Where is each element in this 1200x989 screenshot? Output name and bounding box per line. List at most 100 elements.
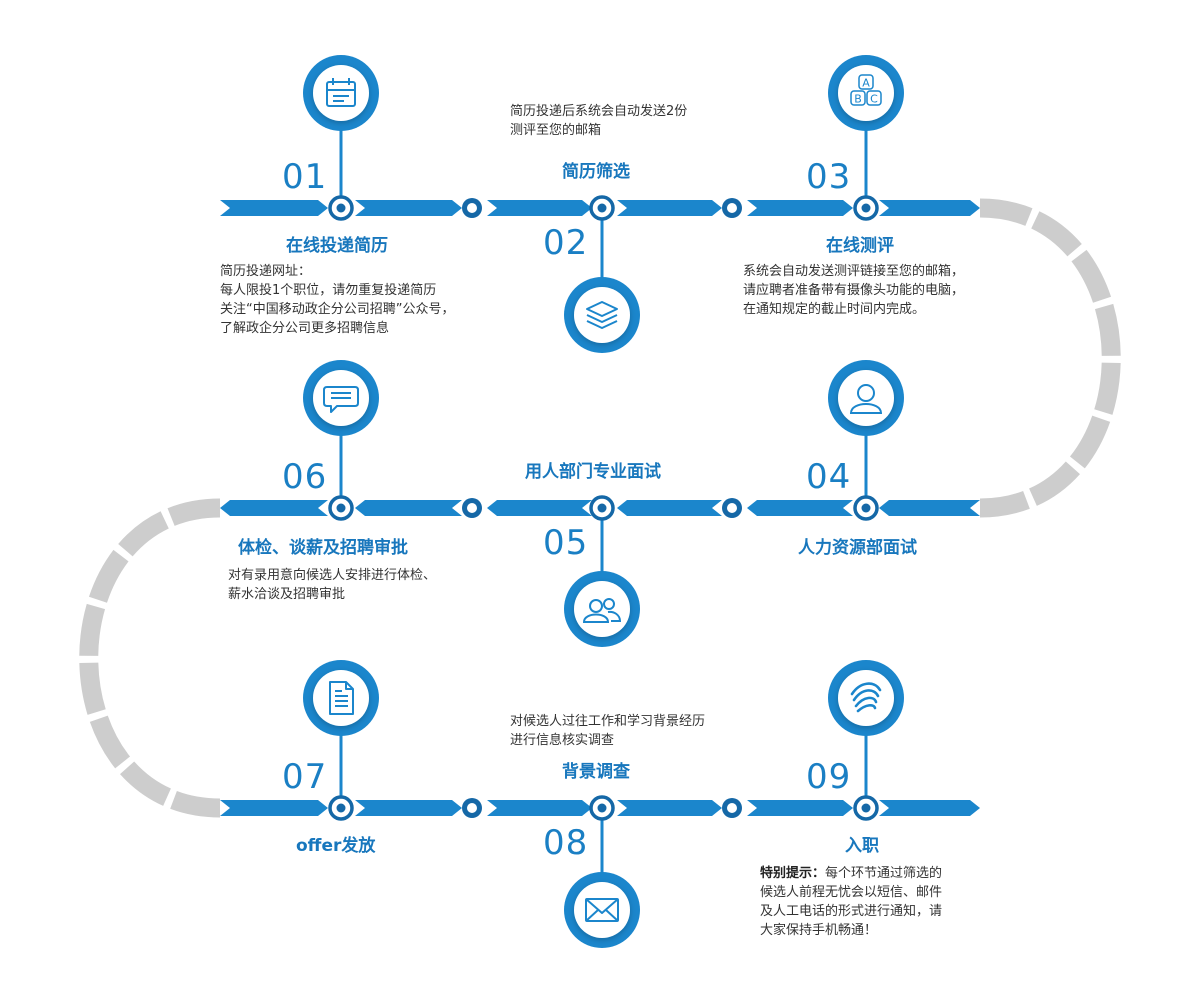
flow-row-1: [220, 200, 980, 216]
abc-icon-letter-a: A: [862, 77, 870, 90]
special-note-line: 大家保持手机畅通！: [760, 923, 878, 938]
flow-arrow: [747, 800, 853, 816]
step-description-line: 在通知规定的截止时间内完成。: [743, 302, 926, 317]
step-description-06: 对有录用意向候选人安排进行体检、 薪水洽谈及招聘审批: [228, 566, 436, 604]
node-circles: [328, 195, 879, 821]
connector-arc-right: [979, 198, 1121, 518]
joint-circles: [462, 198, 742, 818]
special-note-line: 及人工电话的形式进行通知，请: [760, 904, 943, 919]
envelope-icon: [564, 872, 640, 948]
step-number-09: 09: [806, 757, 852, 797]
step-number-08: 08: [543, 823, 589, 863]
node-circle-05: [589, 495, 615, 521]
special-note: 特别提示：每个环节通过筛选的 候选人前程无忧会以短信、邮件 及人工电话的形式进行…: [760, 864, 942, 940]
step-description-line: 每人限投1个职位，请勿重复投递简历: [220, 283, 437, 298]
step-description-line: 进行信息核实调查: [510, 733, 615, 748]
flow-arrow: [487, 200, 592, 216]
step-title-03: 在线测评: [826, 236, 894, 256]
flow-arrow: [617, 800, 722, 816]
step-description-line: 对候选人过往工作和学习背景经历: [510, 714, 706, 729]
flow-arrow: [487, 500, 592, 516]
flow-arrow: [487, 800, 592, 816]
joint-circle: [462, 198, 482, 218]
node-circle-04: [853, 495, 879, 521]
node-circle-09: [853, 795, 879, 821]
step-number-03: 03: [806, 157, 852, 197]
flow-arrow: [747, 200, 853, 216]
step-title-07: offer发放: [296, 836, 376, 856]
flow-arrow: [220, 200, 328, 216]
flow-arrow: [879, 800, 980, 816]
step-number-07: 07: [282, 757, 328, 797]
icon-badges: A B C: [303, 55, 904, 948]
step-description-line: 测评至您的邮箱: [510, 123, 602, 138]
step-number-04: 04: [806, 457, 852, 497]
step-description-line: 对有录用意向候选人安排进行体检、: [228, 568, 437, 583]
step-number-06: 06: [282, 457, 328, 497]
joint-circle: [462, 498, 482, 518]
step-description-line: 系统会自动发送测评链接至您的邮箱，: [743, 264, 965, 279]
step-description-line: 简历投递后系统会自动发送2份: [510, 104, 688, 119]
joint-circle: [722, 798, 742, 818]
chat-icon: [303, 360, 379, 436]
calendar-icon: [303, 55, 379, 131]
special-note-line: 特别提示：每个环节通过筛选的: [760, 864, 942, 883]
flow-arrow: [747, 500, 853, 516]
china-mobile-logo-icon: [828, 660, 904, 736]
step-description-08: 对候选人过往工作和学习背景经历 进行信息核实调查: [510, 712, 705, 750]
document-icon: [303, 660, 379, 736]
node-circle-01: [328, 195, 354, 221]
special-note-text: 每个环节通过筛选的: [825, 866, 943, 881]
node-circle-06: [328, 495, 354, 521]
node-circle-08: [589, 795, 615, 821]
flow-arrow: [355, 200, 462, 216]
step-title-01: 在线投递简历: [286, 236, 388, 256]
step-title-08: 背景调查: [562, 762, 630, 782]
flow-arrow: [617, 500, 722, 516]
step-description-line: 薪水洽谈及招聘审批: [228, 587, 346, 602]
step-description-line: 了解政企分公司更多招聘信息: [220, 321, 390, 336]
layers-icon: [564, 277, 640, 353]
joint-circle: [722, 498, 742, 518]
joint-circle: [462, 798, 482, 818]
step-description-01: 简历投递网址： 每人限投1个职位，请勿重复投递简历 关注“中国移动政企分公司招聘…: [220, 262, 454, 338]
flow-arrow: [220, 800, 328, 816]
step-title-02: 简历筛选: [562, 162, 630, 182]
abc-icon-letter-b: B: [854, 93, 862, 106]
flow-arrow: [879, 500, 980, 516]
abc-icon-letter-c: C: [870, 93, 878, 106]
abc-icon: A B C: [828, 55, 904, 131]
step-description-03: 系统会自动发送测评链接至您的邮箱， 请应聘者准备带有摄像头功能的电脑， 在通知规…: [743, 262, 964, 319]
connector-arc-left: [79, 498, 221, 818]
step-title-04: 人力资源部面试: [798, 538, 917, 558]
step-description-line: 简历投递网址：: [220, 264, 312, 279]
step-description-02: 简历投递后系统会自动发送2份 测评至您的邮箱: [510, 102, 687, 140]
flow-arrow: [355, 500, 462, 516]
step-description-line: 请应聘者准备带有摄像头功能的电脑，: [743, 283, 965, 298]
flow-arrow: [617, 200, 722, 216]
step-title-06: 体检、谈薪及招聘审批: [238, 538, 408, 558]
step-description-line: 关注“中国移动政企分公司招聘”公众号，: [220, 302, 455, 317]
node-circle-03: [853, 195, 879, 221]
step-title-09: 入职: [845, 836, 879, 856]
step-number-05: 05: [543, 523, 589, 563]
step-number-01: 01: [282, 157, 328, 197]
node-circle-02: [589, 195, 615, 221]
flow-arrow: [220, 500, 328, 516]
special-note-label: 特别提示：: [760, 866, 826, 881]
step-number-02: 02: [543, 223, 589, 263]
person-icon: [828, 360, 904, 436]
group-icon: [564, 571, 640, 647]
node-circle-07: [328, 795, 354, 821]
flow-arrow: [879, 200, 980, 216]
flow-row-2: [220, 500, 980, 516]
joint-circle: [722, 198, 742, 218]
step-title-05: 用人部门专业面试: [525, 462, 661, 482]
flow-arrow: [355, 800, 462, 816]
pin-stems: [339, 128, 868, 875]
special-note-line: 候选人前程无忧会以短信、邮件: [760, 885, 943, 900]
flow-row-3: [220, 800, 980, 816]
connector-arcs: [79, 198, 1121, 818]
